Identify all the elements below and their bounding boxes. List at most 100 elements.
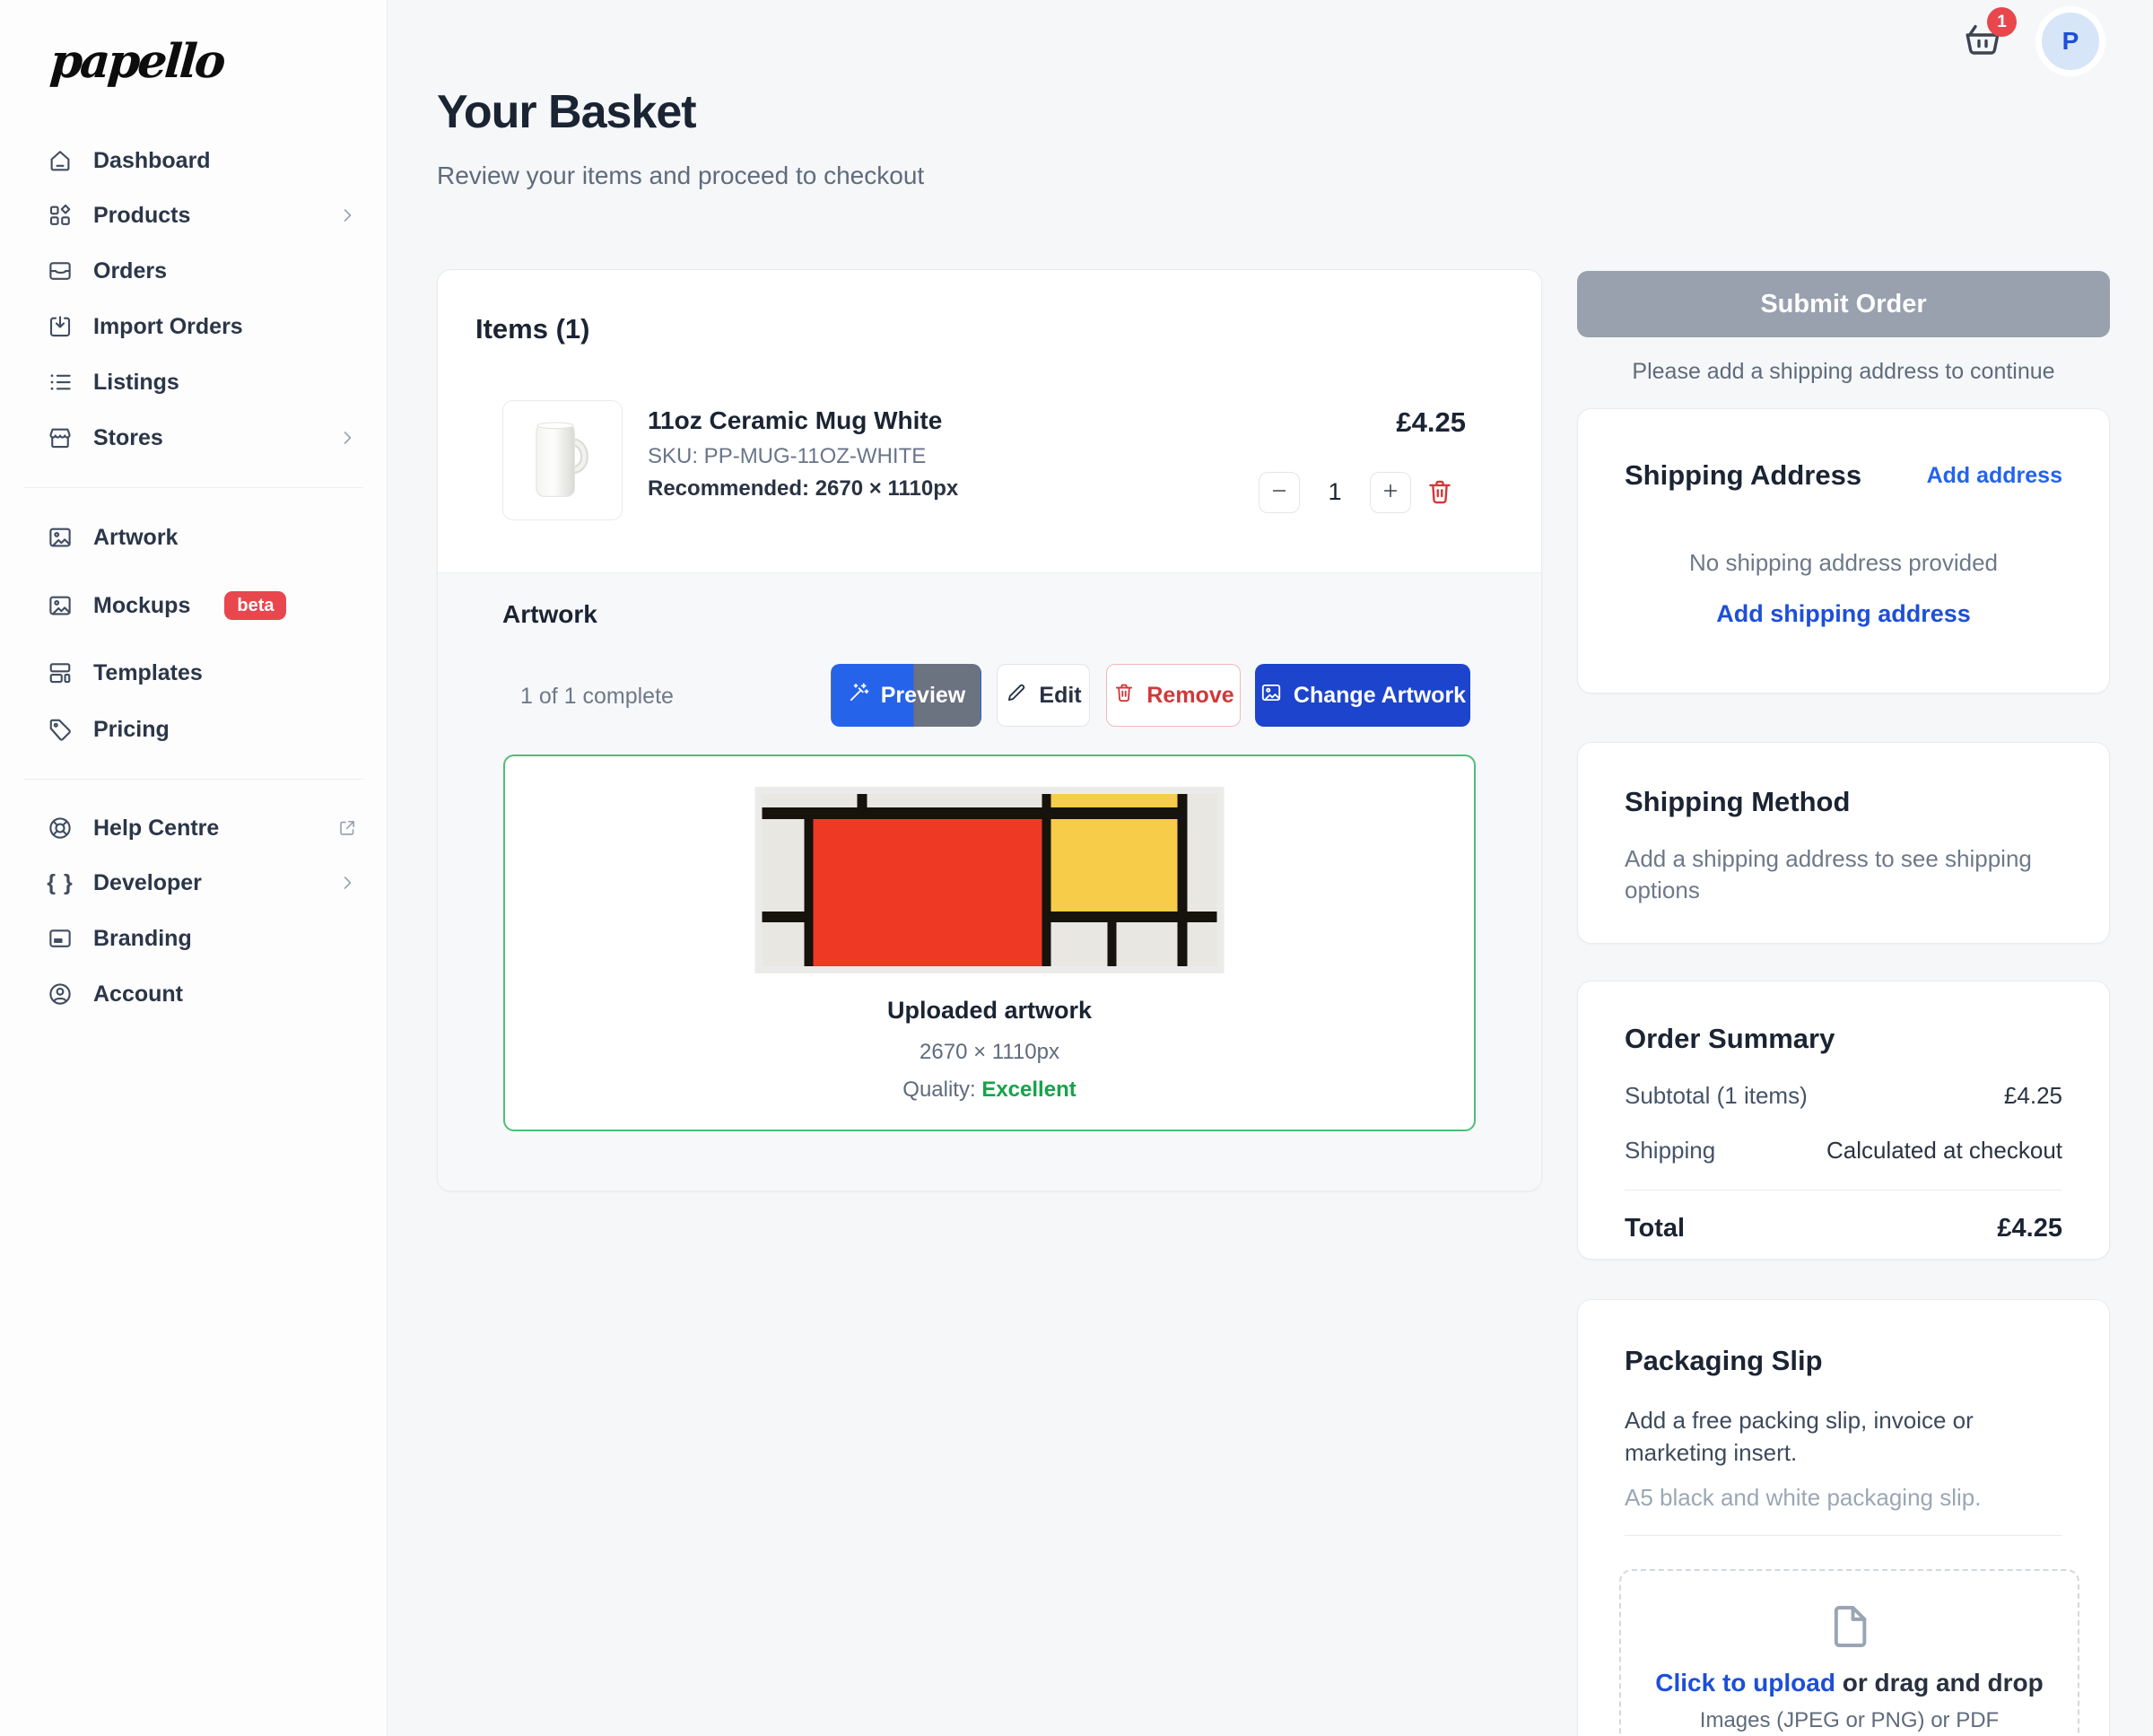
total-row: Total £4.25 [1625,1214,2062,1243]
artwork-section: Artwork 1 of 1 complete Preview Edit Rem… [438,572,1541,1191]
artwork-progress: 1 of 1 complete [520,684,674,709]
sidebar-item-import-orders[interactable]: Import Orders [23,299,370,354]
photo-icon [47,592,74,619]
order-summary-card: Order Summary Subtotal (1 items) £4.25 S… [1577,981,2110,1260]
subtotal-label: Subtotal (1 items) [1625,1082,1808,1109]
basket-button[interactable]: 1 [1961,7,2017,68]
sidebar: papello Dashboard Products Orders Import… [0,0,388,1736]
sidebar-item-label: Mockups [93,592,191,618]
sidebar-item-branding[interactable]: Branding [23,911,370,966]
shipping-row: Shipping Calculated at checkout [1625,1137,2062,1165]
quantity-decrease-button[interactable] [1259,472,1300,513]
sidebar-item-label: Import Orders [93,313,243,339]
avatar[interactable]: P [2042,13,2099,70]
add-address-link[interactable]: Add address [1926,462,2062,488]
shipping-method-card: Shipping Method Add a shipping address t… [1577,742,2110,944]
home-icon [47,147,74,174]
sidebar-item-products[interactable]: Products [23,188,370,243]
shipping-label: Shipping [1625,1137,1716,1164]
pencil-icon [1005,681,1028,711]
delete-item-button[interactable] [1425,476,1459,510]
lifebuoy-icon [47,815,74,842]
chevron-right-icon [336,427,358,449]
magic-wand-icon [847,681,870,711]
order-summary-heading: Order Summary [1625,1023,1835,1054]
sidebar-item-listings[interactable]: Listings [23,354,370,410]
change-artwork-label: Change Artwork [1293,682,1467,708]
remove-button[interactable]: Remove [1106,664,1241,727]
code-braces-icon: { } [47,869,74,895]
page-title: Your Basket [437,86,697,138]
shipping-address-card: Shipping Address Add address No shipping… [1577,408,2110,694]
external-link-icon [336,817,358,839]
sidebar-item-developer[interactable]: { } Developer [23,855,370,911]
total-label: Total [1625,1214,1686,1243]
add-shipping-address-link[interactable]: Add shipping address [1716,600,1971,627]
change-artwork-button[interactable]: Change Artwork [1255,664,1470,727]
beta-badge: beta [224,591,287,620]
sidebar-item-label: Listings [93,369,179,395]
sidebar-divider [23,779,363,780]
submit-order-button[interactable]: Submit Order [1577,271,2110,337]
click-to-upload-link[interactable]: Click to upload [1655,1669,1835,1697]
sidebar-item-artwork[interactable]: Artwork [23,510,370,565]
sidebar-item-label: Products [93,202,191,228]
sidebar-item-orders[interactable]: Orders [23,243,370,299]
sidebar-item-label: Branding [93,925,192,951]
product-title: 11oz Ceramic Mug White [648,406,943,434]
edit-button[interactable]: Edit [997,664,1090,727]
sidebar-item-dashboard[interactable]: Dashboard [23,133,370,188]
file-icon [1621,1601,2078,1656]
sidebar-item-label: Orders [93,257,167,284]
packaging-slip-card: Packaging Slip Add a free packing slip, … [1577,1299,2110,1736]
shipping-value: Calculated at checkout [1826,1137,2062,1164]
cart-count-badge: 1 [1987,7,2017,37]
uploaded-artwork-image [754,787,1225,973]
packaging-divider [1625,1534,2062,1536]
drag-drop-text: or drag and drop [1842,1669,2044,1697]
packaging-slip-note: A5 black and white packaging slip. [1625,1483,1982,1511]
mondrian-canvas [762,794,1217,966]
artwork-quality: Quality: Excellent [505,1077,1474,1103]
page-subtitle: Review your items and proceed to checkou… [437,161,925,189]
packaging-slip-heading: Packaging Slip [1625,1345,1823,1376]
shipping-address-heading: Shipping Address [1625,459,1862,491]
sidebar-item-help-centre[interactable]: Help Centre [23,800,370,856]
basket-icon [1961,24,2004,65]
store-icon [47,424,74,451]
product-sku: SKU: PP-MUG-11OZ-WHITE [648,444,927,468]
shipping-method-empty: Add a shipping address to see shipping o… [1625,845,2032,904]
plus-icon [1381,478,1400,507]
items-heading: Items (1) [475,313,590,345]
trash-icon [1425,480,1455,510]
subtotal-row: Subtotal (1 items) £4.25 [1625,1082,2062,1110]
import-icon [47,313,74,340]
branding-card-icon [47,925,74,952]
preview-button[interactable]: Preview [831,664,981,727]
sidebar-item-label: Account [93,981,183,1007]
layout-icon [47,659,74,686]
quantity-increase-button[interactable] [1370,472,1411,513]
sidebar-item-mockups[interactable]: Mockups beta [23,578,370,633]
summary-divider [1625,1190,2062,1191]
image-icon [1260,681,1283,711]
tag-icon [47,716,74,743]
quantity-value: 1 [1328,478,1342,505]
sidebar-item-pricing[interactable]: Pricing [23,702,370,757]
upload-instruction: Click to upload or drag and drop [1621,1669,2078,1697]
uploaded-artwork-dimensions: 2670 × 1110px [920,1040,1059,1064]
sidebar-item-templates[interactable]: Templates [23,645,370,701]
upload-dropzone[interactable]: Click to upload or drag and drop Images … [1619,1569,2079,1736]
photo-icon [47,524,74,551]
edit-label: Edit [1039,682,1082,708]
uploaded-artwork-label: Uploaded artwork [886,997,1093,1024]
sidebar-item-stores[interactable]: Stores [23,410,370,466]
sidebar-item-account[interactable]: Account [23,966,370,1022]
preview-label: Preview [880,682,966,708]
papello-logo[interactable]: papello [48,34,225,89]
submit-order-note: Please add a shipping address to continu… [1632,359,2055,384]
sidebar-item-label: Developer [93,869,202,895]
chevron-right-icon [336,872,358,894]
grid-icon [47,202,74,229]
items-card: Items (1) 11oz Ceramic Mug White SKU: PP… [437,269,1542,1191]
